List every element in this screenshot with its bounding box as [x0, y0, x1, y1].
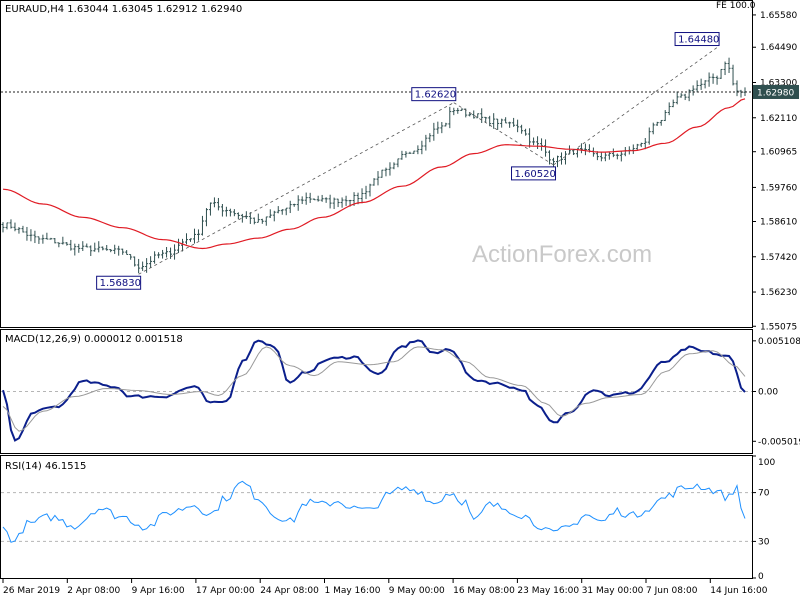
price-tick-label: 1.64490: [760, 43, 797, 53]
macd-header: MACD(12,26,9) 0.000012 0.001518: [5, 334, 183, 345]
x-tick-label: 7 Jun 08:00: [646, 586, 698, 596]
rsi-axis: 100 70 30 0: [752, 455, 775, 582]
price-callout-label: 1.62620: [415, 90, 456, 101]
price-tick-label: 1.56230: [760, 288, 797, 298]
macd-tick-label: 0.005108: [758, 337, 800, 347]
rsi-tick-label: 0: [758, 572, 764, 582]
price-callout-box: [674, 32, 720, 47]
x-tick-label: 16 May 08:00: [453, 586, 515, 596]
price-callout-box: [96, 275, 142, 290]
price-callout-label: 1.60520: [515, 169, 556, 180]
price-tick-label: 1.57420: [760, 253, 797, 263]
price-callout-label: 1.64480: [678, 35, 719, 46]
price-panel-frame: [0, 0, 753, 328]
moving-average-line: [2, 98, 746, 250]
rsi-line: [2, 480, 746, 543]
rsi-tick-label: 70: [758, 489, 770, 499]
x-axis: 26 Mar 2019 2 Apr 08:00 9 Apr 16:00 17 Apr …: [2, 579, 768, 596]
corner-label: FE 100.0: [716, 1, 756, 11]
macd-signal-line: [2, 346, 746, 432]
macd-lines: [1, 339, 752, 442]
price-tick-label: 1.59760: [760, 183, 797, 193]
x-tick-label: 9 May 00:00: [389, 586, 445, 596]
x-tick-label: 26 Mar 2019: [3, 586, 60, 596]
macd-main-line: [2, 339, 746, 442]
macd-tick-label: -0.005019: [758, 437, 800, 447]
x-tick-label: 1 May 16:00: [325, 586, 381, 596]
macd-axis: 0.005108 0.00 -0.005019: [752, 337, 800, 447]
swing-connector-line: [453, 102, 554, 166]
price-tick-label: 1.65580: [760, 11, 797, 21]
watermark: ActionForex.com: [472, 241, 652, 268]
price-callout-label: 1.56830: [100, 278, 141, 289]
candles-layer: [1, 57, 747, 274]
x-tick-label: 17 Apr 00:00: [196, 586, 255, 596]
x-tick-label: 31 May 00:00: [582, 586, 644, 596]
x-tick-label: 9 Apr 16:00: [132, 586, 185, 596]
x-tick-label: 14 Jun 16:00: [710, 586, 767, 596]
price-tick-label: 1.55075: [760, 322, 797, 332]
price-callout-box: [511, 166, 557, 181]
overlay-layer: 1.62980: [1, 84, 799, 250]
price-tick-label: 1.60965: [760, 148, 797, 158]
current-price-label: 1.62980: [757, 88, 794, 98]
rsi-header: RSI(14) 46.1515: [5, 461, 86, 472]
callouts-layer: 1.56830 1.62620 1.60520 1.64480: [96, 32, 720, 290]
x-tick-label: 23 May 16:00: [517, 586, 579, 596]
symbol-header: EURAUD,H4 1.63044 1.63045 1.62912 1.6294…: [5, 4, 242, 15]
price-tick-label: 1.58610: [760, 217, 797, 227]
price-tick-label: 1.62110: [760, 114, 797, 124]
rsi-tick-label: 100: [758, 458, 775, 468]
price-axis: 1.65580 1.64490 1.63300 1.62110 1.60965 1.597…: [752, 11, 797, 332]
rsi-lines: [1, 480, 752, 543]
rsi-tick-label: 30: [758, 537, 770, 547]
x-tick-label: 2 Apr 08:00: [67, 586, 120, 596]
rsi-panel-frame: [0, 455, 753, 579]
macd-tick-label: 0.00: [758, 388, 778, 398]
price-callout-box: [411, 87, 457, 102]
price-tick-label: 1.63300: [760, 79, 797, 89]
current-price-label-bg: [753, 84, 799, 99]
x-tick-label: 24 Apr 08:00: [260, 586, 319, 596]
